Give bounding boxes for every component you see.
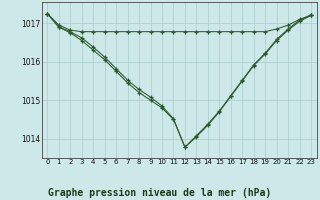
Text: Graphe pression niveau de la mer (hPa): Graphe pression niveau de la mer (hPa) [48,188,272,198]
